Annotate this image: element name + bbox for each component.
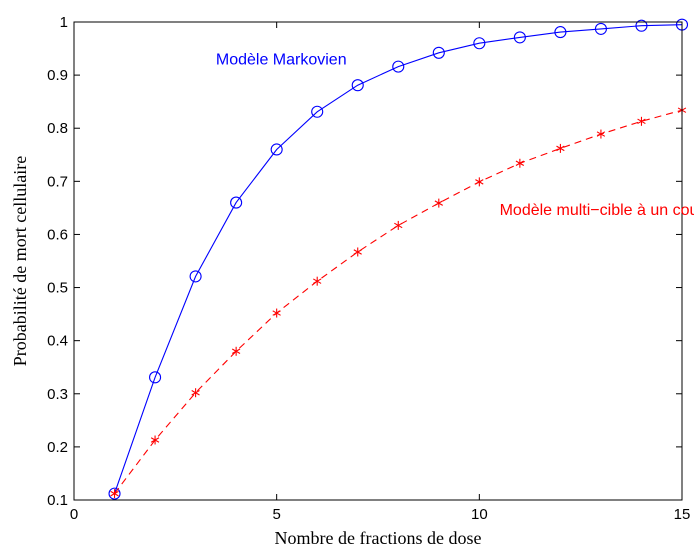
data-point-circle <box>554 26 567 39</box>
data-point-asterisk <box>313 276 322 286</box>
data-point-asterisk <box>150 435 160 445</box>
y-tick-label: 0.9 <box>47 67 68 84</box>
x-tick-label: 10 <box>471 506 488 523</box>
series-label-markovien: Modèle Markovien <box>216 51 347 68</box>
y-tick-label: 0.2 <box>47 439 68 456</box>
x-tick-label: 0 <box>70 506 78 523</box>
data-point-asterisk <box>434 198 443 208</box>
y-tick-label: 0.5 <box>47 280 68 297</box>
data-point-circle <box>594 22 607 35</box>
y-axis-label: Probabilité de mort cellulaire <box>10 156 30 366</box>
data-point-circle <box>189 270 202 283</box>
data-point-asterisk <box>515 158 525 168</box>
data-point-asterisk <box>556 143 565 153</box>
data-point-circle <box>108 487 121 500</box>
y-tick-label: 1 <box>60 14 68 31</box>
data-point-asterisk <box>231 346 241 356</box>
data-point-asterisk <box>637 116 646 126</box>
plot-area-frame <box>73 21 683 501</box>
data-point-asterisk <box>475 177 484 187</box>
data-point-circle <box>149 371 162 384</box>
data-point-circle <box>270 143 283 156</box>
data-point-circle <box>473 37 486 50</box>
x-tick-label: 5 <box>272 506 280 523</box>
data-point-circle <box>351 79 364 92</box>
y-tick-label: 0.1 <box>47 492 68 509</box>
data-point-circle <box>432 46 445 59</box>
data-point-asterisk <box>394 220 403 230</box>
data-point-circle <box>392 60 405 73</box>
data-point-circle <box>230 196 243 209</box>
data-point-circle <box>311 105 324 118</box>
series-line-1 <box>114 109 683 494</box>
y-tick-label: 0.7 <box>47 173 68 190</box>
y-tick-label: 0.6 <box>47 226 68 243</box>
data-point-asterisk <box>353 247 362 257</box>
axis-ticks: 0 5 10 15 0.1 0.2 0.3 0.4 0.5 0.6 0.7 0.8 0.9 1 <box>47 14 690 523</box>
data-point-asterisk <box>596 129 606 139</box>
x-tick-label: 15 <box>674 506 691 523</box>
x-axis-label: Nombre de fractions de dose <box>275 528 482 548</box>
data-point-circle <box>635 19 648 32</box>
y-tick-label: 0.3 <box>47 386 68 403</box>
series-label-multi-cible: Modèle multi−cible à un coup <box>500 202 694 219</box>
data-point-asterisk <box>272 308 281 318</box>
y-tick-label: 0.8 <box>47 120 68 137</box>
series-layer <box>108 18 689 500</box>
y-tick-label: 0.4 <box>47 333 68 350</box>
data-point-circle <box>513 31 526 44</box>
data-point-asterisk <box>191 388 200 398</box>
series-line-0 <box>113 24 683 494</box>
data-point-asterisk <box>110 489 119 499</box>
